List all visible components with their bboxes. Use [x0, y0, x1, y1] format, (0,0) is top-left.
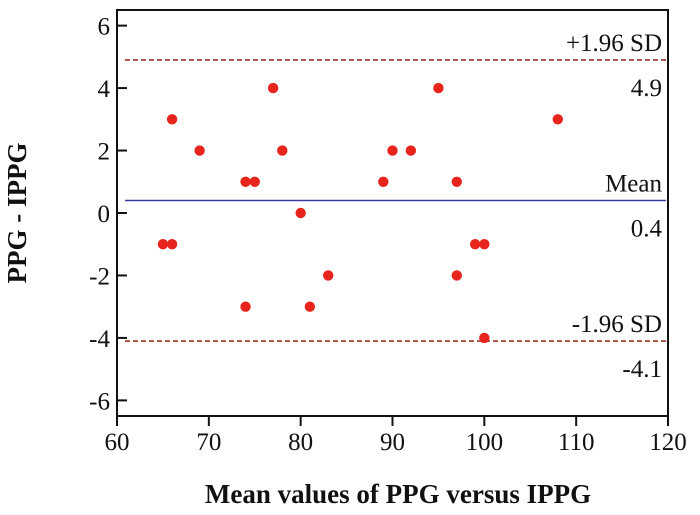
data-point: [249, 176, 260, 187]
data-point: [166, 239, 178, 250]
data-point: [304, 301, 316, 312]
data-point: [433, 82, 444, 94]
y-tick-label: -2: [89, 263, 110, 290]
y-tick-label: -6: [89, 388, 110, 415]
data-point: [323, 270, 334, 281]
data-point: [267, 82, 279, 94]
plot-frame: [116, 9, 669, 417]
y-axis-title: PPG - IPPG: [2, 143, 32, 284]
data-point: [157, 239, 169, 250]
x-axis-title: Mean values of PPG versus IPPG: [205, 479, 591, 509]
data-point: [378, 176, 389, 187]
reference-lines: [125, 59, 666, 342]
data-point: [387, 145, 398, 156]
y-axis: -6 -4 -2 0 2 4 6: [89, 14, 127, 415]
data-point: [166, 114, 178, 125]
data-point: [469, 239, 481, 250]
data-point: [295, 207, 306, 219]
lower-loa-value: -4.1: [622, 356, 662, 383]
reference-line-labels: +1.96 SD 4.9 Mean 0.4 -1.96 SD -4.1: [566, 30, 663, 383]
x-tick-label: 70: [196, 429, 221, 456]
y-tick-label: 0: [98, 201, 111, 228]
data-point: [479, 239, 490, 250]
y-tick-label: -4: [89, 326, 110, 353]
mean-label: Mean: [605, 171, 662, 198]
data-points: [157, 82, 563, 344]
data-point: [240, 176, 251, 187]
data-point: [240, 301, 251, 312]
data-point: [405, 145, 417, 156]
data-point: [552, 114, 563, 125]
mean-value: 0.4: [631, 216, 663, 243]
x-tick-label: 60: [105, 429, 130, 456]
upper-loa-label: +1.96 SD: [566, 30, 662, 57]
y-tick-label: 2: [98, 139, 111, 166]
x-tick-label: 110: [558, 429, 595, 456]
x-tick-label: 80: [288, 429, 313, 456]
data-point: [277, 145, 288, 156]
x-axis: 60 70 80 90 100 110 120: [105, 416, 687, 456]
x-tick-label: 90: [380, 429, 405, 456]
y-tick-label: 4: [98, 76, 111, 103]
upper-loa-value: 4.9: [631, 75, 662, 102]
x-tick-label: 120: [649, 429, 687, 456]
data-point: [451, 270, 462, 281]
lower-loa-label: -1.96 SD: [572, 311, 662, 338]
data-point: [194, 145, 205, 156]
data-point: [451, 176, 462, 187]
y-tick-label: 6: [98, 14, 111, 41]
data-point: [479, 332, 490, 344]
x-tick-label: 100: [466, 429, 504, 456]
